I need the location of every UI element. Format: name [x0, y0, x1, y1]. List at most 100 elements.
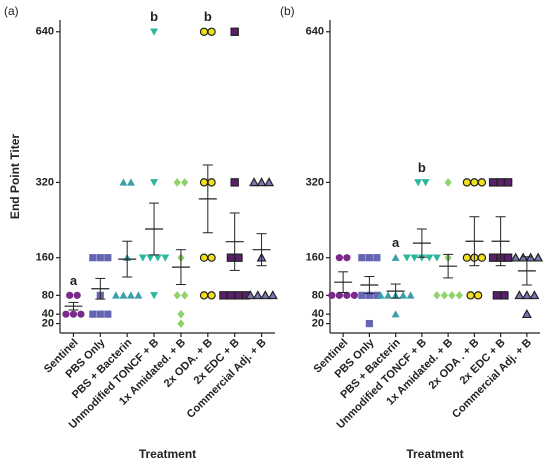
point	[477, 178, 487, 187]
point	[514, 290, 525, 300]
point	[448, 291, 456, 300]
point	[252, 290, 263, 300]
y-axis-label: End Point Titer	[8, 134, 22, 219]
point	[89, 310, 97, 318]
point	[500, 291, 509, 300]
point	[207, 291, 216, 300]
point	[473, 291, 483, 300]
point	[226, 291, 236, 300]
point	[150, 179, 159, 187]
point	[126, 178, 135, 186]
y-tick-label: 160	[36, 252, 54, 264]
point	[488, 253, 498, 262]
point	[181, 291, 189, 300]
point	[455, 291, 463, 300]
point	[199, 253, 209, 262]
point	[245, 290, 256, 300]
point	[207, 178, 216, 187]
point	[207, 27, 216, 36]
y-tick-label: 320	[36, 176, 54, 188]
point	[161, 254, 170, 262]
point	[134, 291, 143, 299]
point	[421, 179, 430, 187]
point	[150, 292, 159, 300]
group-label: b	[418, 160, 426, 175]
point	[391, 253, 400, 261]
point	[402, 254, 411, 262]
point	[365, 254, 373, 262]
point	[417, 254, 426, 262]
point	[173, 178, 181, 187]
point	[533, 252, 544, 262]
y-tick-label: 20	[312, 317, 324, 329]
point	[384, 291, 393, 299]
point	[146, 254, 155, 262]
point	[462, 253, 472, 262]
point	[119, 291, 128, 299]
y-tick-label: 640	[36, 26, 54, 38]
point	[335, 291, 343, 299]
point	[462, 178, 472, 187]
point	[104, 310, 112, 318]
group-label: b	[204, 9, 212, 24]
y-tick-label: 320	[306, 176, 324, 188]
point	[96, 310, 104, 318]
point	[267, 290, 278, 300]
point	[525, 252, 536, 262]
y-tick-label: 20	[42, 317, 54, 329]
point	[126, 291, 135, 299]
point	[444, 178, 452, 187]
x-axis-label: Treatment	[139, 447, 196, 461]
point	[343, 254, 351, 262]
point	[219, 291, 228, 300]
point	[477, 253, 487, 262]
point	[226, 253, 236, 262]
point	[503, 253, 513, 262]
point	[234, 291, 243, 300]
point	[488, 178, 498, 187]
y-tick-label: 40	[42, 308, 54, 320]
y-tick-label: 40	[312, 308, 324, 320]
x-axis-label: Treatment	[406, 447, 463, 461]
point	[111, 291, 120, 299]
point	[518, 252, 529, 262]
point	[466, 291, 475, 300]
point	[399, 291, 408, 299]
y-tick-label: 80	[42, 289, 54, 301]
point	[503, 178, 513, 187]
point	[153, 254, 162, 262]
point	[365, 319, 373, 328]
point	[69, 310, 78, 318]
point	[350, 291, 358, 299]
group-label: a	[392, 235, 400, 250]
group-label: b	[150, 9, 158, 24]
point	[89, 254, 97, 262]
point	[260, 290, 271, 300]
point	[264, 177, 275, 187]
point	[365, 291, 373, 299]
point	[432, 254, 441, 262]
point	[173, 291, 181, 300]
point	[230, 178, 239, 187]
point	[328, 291, 336, 299]
point	[138, 254, 147, 262]
point	[256, 177, 267, 187]
point	[62, 310, 70, 318]
point	[470, 178, 479, 187]
y-tick-label: 640	[306, 26, 324, 38]
point	[425, 254, 434, 262]
point	[358, 291, 366, 299]
point	[150, 28, 159, 36]
point	[410, 254, 419, 262]
point	[249, 177, 260, 187]
point	[66, 291, 74, 299]
point	[376, 291, 385, 299]
point	[177, 319, 185, 328]
point	[521, 308, 532, 319]
point	[199, 178, 209, 187]
point	[230, 27, 239, 36]
y-tick-label: 160	[306, 252, 324, 264]
point	[177, 309, 185, 319]
point	[335, 254, 343, 262]
point	[199, 291, 209, 300]
